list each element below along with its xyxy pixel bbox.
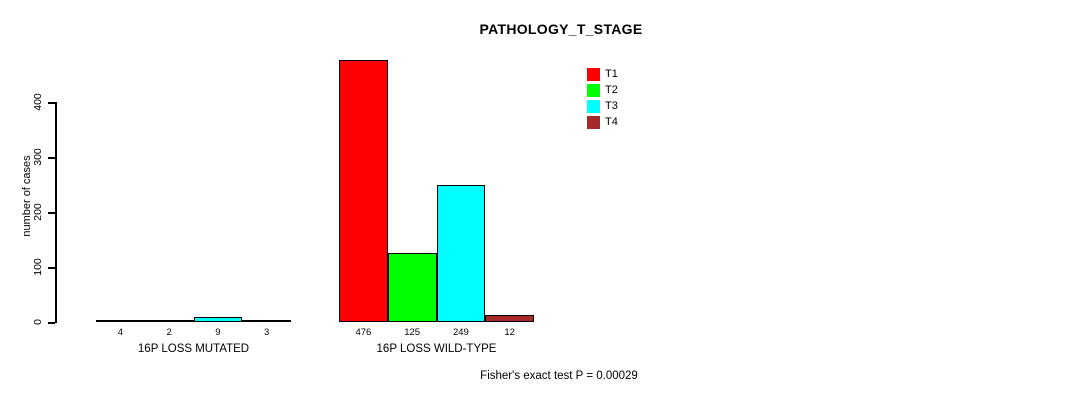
y-tick	[48, 322, 55, 324]
bar-value-label: 249	[452, 327, 469, 338]
y-tick-label: 400	[32, 93, 44, 111]
legend-item-T3: T3	[587, 98, 618, 114]
bar-T4	[242, 320, 291, 322]
y-tick	[48, 157, 55, 159]
legend-label: T4	[605, 115, 618, 128]
bar-value-label: 125	[404, 327, 421, 338]
bar-value-label: 2	[166, 327, 172, 338]
bar-value-label: 12	[504, 327, 515, 338]
bar-T3	[193, 317, 243, 322]
group-label: 16P LOSS MUTATED	[137, 343, 250, 355]
bar-value-label: 476	[355, 327, 372, 338]
bar-T1	[339, 60, 388, 322]
bar-T2	[387, 253, 437, 322]
legend: T1 T2 T3 T4	[587, 66, 618, 130]
legend-label: T3	[605, 99, 618, 112]
y-tick	[48, 267, 55, 269]
legend-swatch-icon	[587, 115, 600, 129]
group-label: 16P LOSS WILD-TYPE	[376, 343, 497, 355]
bar-T3	[436, 185, 486, 322]
y-tick-label: 300	[32, 148, 44, 166]
bar-T4	[485, 315, 534, 322]
annotation-text: Fisher's exact test P = 0.00029	[480, 370, 638, 382]
y-tick	[48, 212, 55, 214]
legend-item-T2: T2	[587, 82, 618, 98]
y-tick	[48, 102, 55, 104]
bar-value-label: 9	[215, 327, 221, 338]
legend-swatch-icon	[587, 99, 600, 113]
y-tick-label: 200	[32, 203, 44, 221]
bar-value-label: 3	[263, 327, 270, 338]
bar-value-label: 4	[117, 327, 124, 338]
y-tick-label: 100	[32, 258, 44, 276]
y-axis-line	[55, 102, 57, 323]
legend-swatch-icon	[587, 83, 600, 97]
bar-T2	[144, 320, 194, 322]
bar-T1	[96, 319, 145, 322]
chart-title: PATHOLOGY_T_STAGE	[479, 21, 643, 37]
y-tick-label: 0	[32, 319, 44, 325]
legend-label: T1	[605, 67, 618, 80]
legend-swatch-icon	[587, 67, 600, 81]
legend-item-T1: T1	[587, 66, 618, 82]
legend-label: T2	[605, 83, 618, 96]
legend-item-T4: T4	[587, 114, 618, 130]
